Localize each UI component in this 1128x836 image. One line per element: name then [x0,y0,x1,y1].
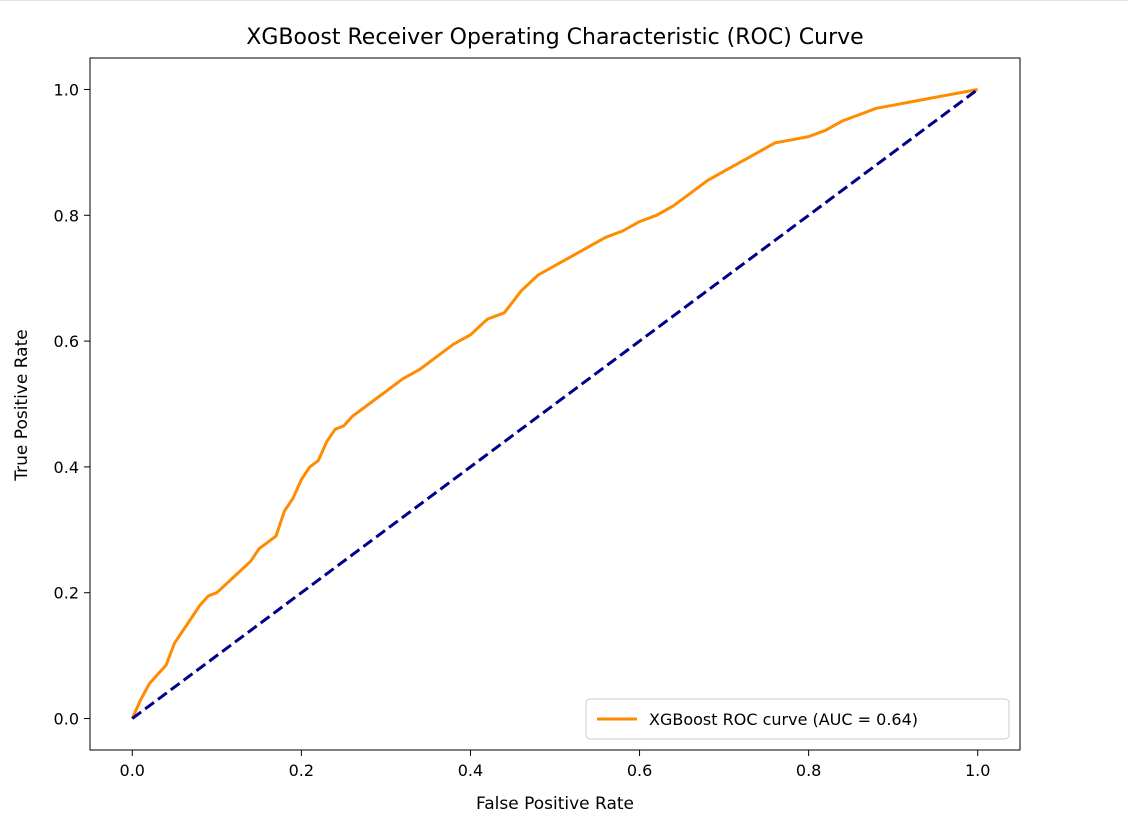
chart-title: XGBoost Receiver Operating Characteristi… [246,25,863,50]
x-tick-label: 0.8 [796,761,821,780]
y-tick-label: 0.4 [54,458,79,477]
y-axis-label: True Positive Rate [12,329,32,481]
x-tick-label: 0.4 [458,761,483,780]
legend-box [585,698,1010,740]
y-tick-label: 0.6 [54,332,79,351]
plot-area [89,57,1021,751]
plot-frame [89,57,1021,751]
roc-curve-line [130,88,978,720]
y-tick-label: 0.0 [54,710,79,729]
y-tick-label: 0.2 [54,584,79,603]
x-axis-ticks: 0.0 0.2 0.4 0.6 0.8 1.0 [120,750,990,780]
x-axis-label: False Positive Rate [476,794,634,814]
y-tick-label: 0.8 [54,206,79,225]
legend: XGBoost ROC curve (AUC = 0.64) [585,698,1010,740]
y-axis-ticks: 0.0 0.2 0.4 0.6 0.8 1.0 [54,80,90,729]
x-tick-label: 0.6 [627,761,652,780]
x-tick-label: 0.0 [120,761,145,780]
y-tick-label: 1.0 [54,80,79,99]
page-top-border [0,0,1128,1]
x-tick-label: 1.0 [965,761,990,780]
x-tick-label: 0.2 [289,761,314,780]
legend-label: XGBoost ROC curve (AUC = 0.64) [649,710,918,729]
chance-diagonal-line [131,88,979,720]
